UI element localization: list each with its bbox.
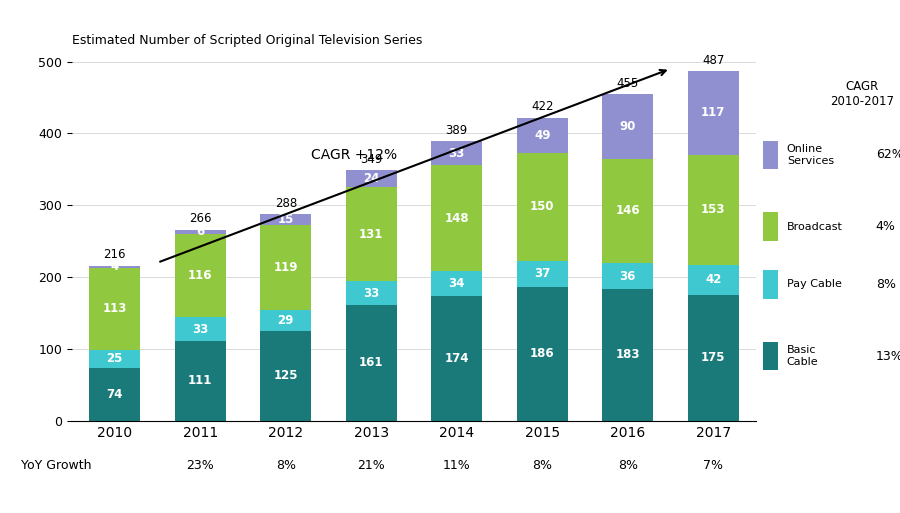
Text: 216: 216	[104, 248, 126, 261]
Bar	[602, 159, 653, 263]
Text: CAGR +12%: CAGR +12%	[311, 148, 397, 162]
Text: Estimated Number of Scripted Original Television Series: Estimated Number of Scripted Original Te…	[72, 34, 422, 47]
Text: 25: 25	[106, 352, 123, 365]
Text: 7%: 7%	[703, 459, 724, 471]
Bar	[602, 263, 653, 289]
Text: 487: 487	[702, 53, 724, 67]
Text: 8%: 8%	[275, 459, 296, 471]
Text: 266: 266	[189, 212, 212, 225]
Text: 33: 33	[363, 287, 380, 300]
Bar	[89, 367, 140, 421]
Bar	[89, 349, 140, 367]
Text: 21%: 21%	[357, 459, 385, 471]
Text: 153: 153	[701, 203, 725, 216]
Bar	[89, 268, 140, 349]
Bar	[517, 261, 568, 287]
Bar	[260, 331, 311, 421]
Text: 13%: 13%	[876, 349, 900, 363]
Bar	[260, 310, 311, 331]
Text: 4: 4	[111, 261, 119, 273]
Bar	[763, 342, 778, 370]
Bar	[517, 117, 568, 153]
Bar	[346, 305, 397, 421]
Bar	[346, 281, 397, 305]
Text: 349: 349	[360, 153, 382, 166]
Text: 34: 34	[448, 277, 465, 290]
Text: 117: 117	[701, 106, 725, 120]
Bar	[431, 295, 482, 421]
Bar	[763, 141, 778, 169]
Text: 161: 161	[359, 357, 383, 369]
Text: CAGR
2010-2017: CAGR 2010-2017	[830, 80, 894, 108]
Text: 119: 119	[274, 261, 298, 274]
Text: 42: 42	[705, 273, 722, 286]
Text: 183: 183	[616, 348, 640, 362]
Bar	[175, 317, 226, 341]
Text: 389: 389	[446, 124, 468, 137]
Bar	[260, 214, 311, 225]
Text: 29: 29	[277, 314, 294, 327]
Text: YoY Growth: YoY Growth	[21, 459, 91, 471]
Bar	[260, 225, 311, 310]
Text: 146: 146	[616, 205, 640, 218]
Text: 455: 455	[616, 76, 639, 90]
Text: 90: 90	[619, 120, 636, 133]
Text: 148: 148	[445, 212, 469, 225]
Bar	[346, 187, 397, 281]
Text: 6: 6	[196, 225, 204, 238]
Text: 422: 422	[531, 100, 554, 113]
Text: 37: 37	[534, 267, 551, 280]
Text: 150: 150	[530, 200, 554, 213]
Text: 33: 33	[448, 147, 465, 160]
Text: 8%: 8%	[617, 459, 638, 471]
Bar	[431, 165, 482, 271]
Text: 49: 49	[534, 129, 551, 142]
Text: 288: 288	[274, 196, 297, 209]
Text: 111: 111	[188, 374, 212, 387]
Bar	[517, 287, 568, 421]
Bar	[763, 212, 778, 241]
Text: 8%: 8%	[532, 459, 553, 471]
Text: Pay Cable: Pay Cable	[787, 279, 842, 289]
Bar	[175, 234, 226, 317]
Bar	[431, 271, 482, 295]
Text: 11%: 11%	[443, 459, 471, 471]
Text: 116: 116	[188, 269, 212, 282]
Text: 15: 15	[277, 213, 294, 226]
Text: 8%: 8%	[876, 278, 896, 291]
Text: 62%: 62%	[876, 148, 900, 162]
Bar	[175, 230, 226, 234]
Text: 36: 36	[619, 270, 636, 283]
Text: 74: 74	[106, 388, 123, 401]
Bar	[517, 153, 568, 261]
Text: 24: 24	[363, 172, 380, 185]
Text: Online
Services: Online Services	[787, 144, 834, 166]
Bar	[175, 341, 226, 421]
Text: 113: 113	[103, 303, 127, 315]
Bar	[431, 141, 482, 165]
Text: Broadcast: Broadcast	[787, 222, 842, 232]
Text: 186: 186	[530, 347, 554, 360]
Bar	[688, 265, 739, 295]
Text: 33: 33	[192, 323, 209, 336]
Bar	[346, 170, 397, 187]
Text: 4%: 4%	[876, 220, 896, 233]
Text: 23%: 23%	[186, 459, 214, 471]
Bar	[688, 155, 739, 265]
Text: 174: 174	[445, 352, 469, 365]
Bar	[602, 289, 653, 421]
Text: Basic
Cable: Basic Cable	[787, 345, 818, 367]
Bar	[89, 266, 140, 268]
Text: 125: 125	[274, 369, 298, 382]
Bar	[763, 270, 778, 299]
Bar	[688, 295, 739, 421]
Text: 175: 175	[701, 351, 725, 364]
Bar	[602, 94, 653, 159]
Text: 131: 131	[359, 228, 383, 241]
Bar	[688, 71, 739, 155]
